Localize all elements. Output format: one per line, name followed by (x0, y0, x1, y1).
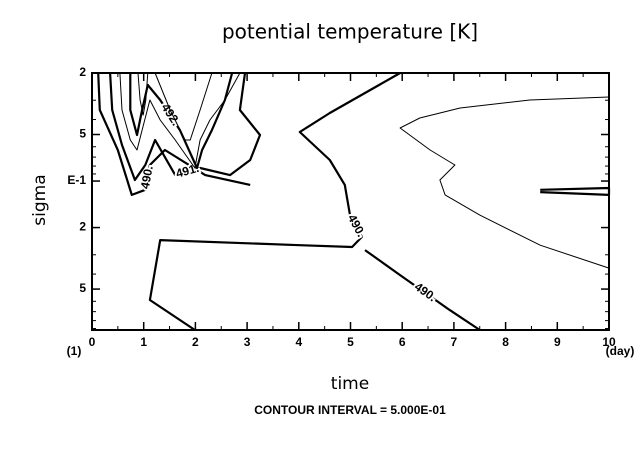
x-tick-label: 10 (602, 335, 616, 349)
contour-line (540, 186, 611, 196)
x-tick-label: 2 (192, 335, 199, 349)
y-tick-label: 5 (79, 281, 86, 295)
x-tick-label: 0 (89, 335, 96, 349)
x-tick-label: 9 (554, 335, 561, 349)
contour-line (399, 96, 610, 269)
x-tick-label: 1 (140, 335, 147, 349)
footer-note: CONTOUR INTERVAL = 5.000E-01 (254, 403, 446, 417)
contour-line (129, 72, 234, 170)
contour-label: 491. (174, 161, 200, 181)
contour-label: 490. (345, 212, 368, 239)
y-unit-label: (1) (67, 344, 82, 358)
y-tick-label: 2 (79, 220, 86, 234)
y-tick-label: 5 (79, 127, 86, 141)
contour-line (97, 72, 251, 196)
contour-label: 492. (158, 101, 183, 128)
x-tick-label: 6 (399, 335, 406, 349)
x-tick-label: 3 (244, 335, 251, 349)
chart-title: potential temperature [K] (222, 20, 478, 44)
contour-line (148, 72, 401, 331)
contour-line (154, 72, 213, 141)
x-tick-label: 7 (451, 335, 458, 349)
contour-line (364, 249, 481, 331)
x-tick-label: 4 (295, 335, 302, 349)
contour-label: 490. (138, 165, 156, 191)
x-tick-label: 8 (502, 335, 509, 349)
contour-line (109, 72, 262, 182)
y-tick-label: E-1 (67, 173, 86, 187)
y-tick-label: 2 (79, 65, 86, 79)
x-unit-label: (day) (606, 344, 635, 358)
y-axis-label: sigma (30, 174, 50, 225)
contour-line (137, 72, 149, 116)
x-tick-label: 5 (347, 335, 354, 349)
x-axis-label: time (331, 374, 369, 394)
contour-line (119, 72, 241, 169)
